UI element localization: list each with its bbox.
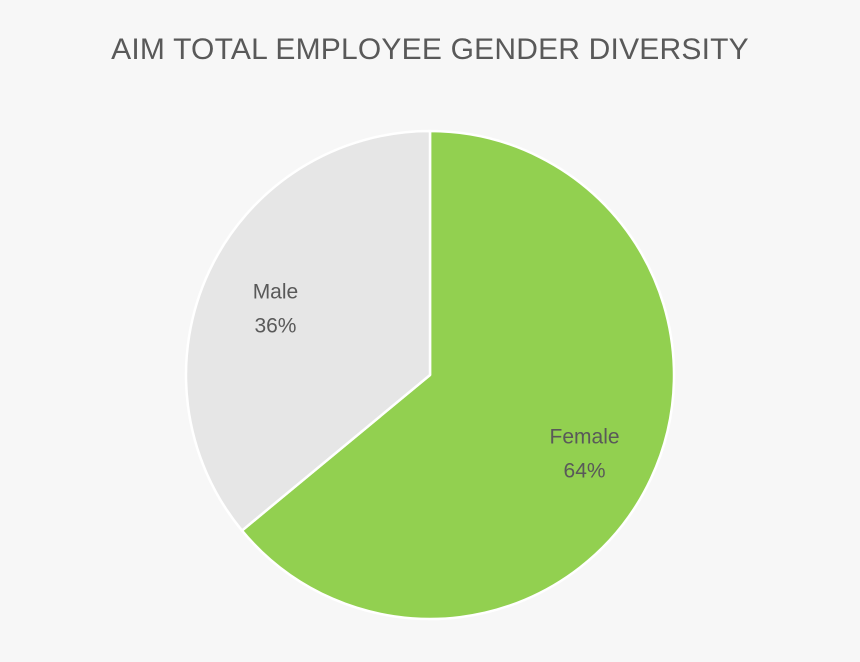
slice-value-female: 64% [564,460,606,483]
pie-slice-female [240,129,676,621]
chart-title: AIM TOTAL EMPLOYEE GENDER DIVERSITY [111,33,749,66]
slice-label-female: Female [550,426,620,449]
pie-labels: Female 64% Male 36% [253,280,620,482]
slice-label-male: Male [253,280,299,303]
pie-slice-male [184,129,432,532]
pie-slices [184,129,676,621]
slice-value-male: 36% [254,314,296,337]
